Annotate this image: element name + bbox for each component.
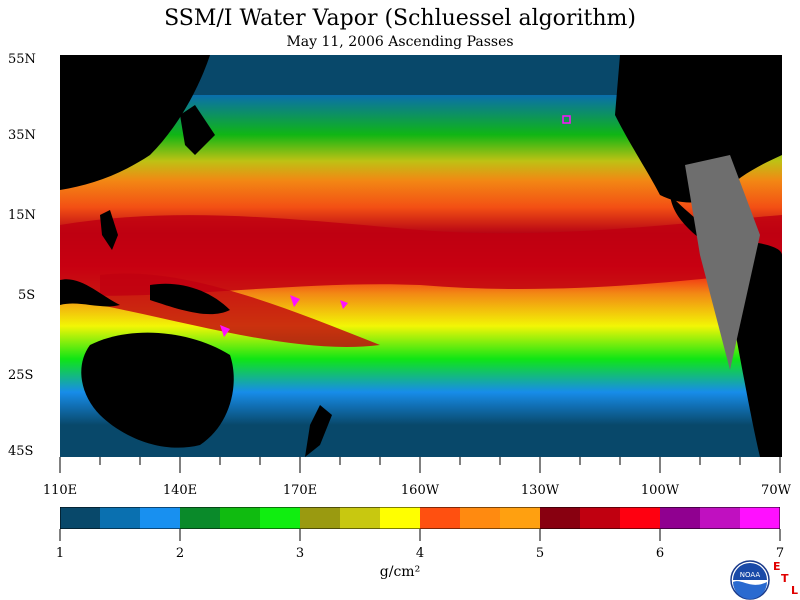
color-swatch bbox=[500, 507, 541, 529]
lon-label-140e: 140E bbox=[162, 483, 198, 498]
color-swatch bbox=[60, 507, 101, 529]
new-guinea-land bbox=[150, 283, 230, 315]
site-marker bbox=[562, 115, 571, 124]
colorbar-tick-6: 6 bbox=[655, 546, 665, 561]
lon-label-100w: 100W bbox=[640, 483, 680, 498]
color-swatch bbox=[180, 507, 221, 529]
japan-land bbox=[180, 105, 215, 155]
missing-data-swath bbox=[685, 155, 760, 370]
map-title: SSM/I Water Vapor (Schluessel algorithm) bbox=[164, 6, 636, 31]
colorbar-units: g/cm² bbox=[379, 564, 421, 580]
etl-letter-e: E bbox=[773, 560, 781, 573]
color-swatch bbox=[100, 507, 141, 529]
color-swatch bbox=[540, 507, 581, 529]
color-swatch bbox=[420, 507, 461, 529]
equatorial-red-band bbox=[60, 215, 782, 296]
color-swatch bbox=[340, 507, 381, 529]
color-swatch bbox=[380, 507, 421, 529]
lon-label-110e: 110E bbox=[42, 483, 78, 498]
new-zealand-land bbox=[305, 405, 332, 457]
lon-tick-marks bbox=[59, 457, 781, 473]
color-swatch bbox=[660, 507, 701, 529]
noaa-logo-text: NOAA bbox=[740, 571, 761, 579]
lon-label-160w: 160W bbox=[400, 483, 440, 498]
colorbar-tick-3: 3 bbox=[295, 546, 305, 561]
lat-label-55n: 55N bbox=[8, 52, 36, 67]
colorbar-tick-7: 7 bbox=[775, 546, 785, 561]
australia-land bbox=[81, 332, 234, 448]
lat-label-15n: 15N bbox=[8, 208, 36, 223]
colorbar-tick-5: 5 bbox=[535, 546, 545, 561]
color-scale-bar bbox=[60, 507, 780, 529]
etl-letter-l: L bbox=[791, 584, 799, 597]
color-swatch bbox=[460, 507, 501, 529]
lat-label-5s: 5S bbox=[18, 288, 36, 303]
color-swatch bbox=[700, 507, 741, 529]
color-swatch bbox=[620, 507, 661, 529]
lat-label-45s: 45S bbox=[8, 444, 34, 459]
noaa-logo-icon: NOAA bbox=[730, 560, 770, 600]
map-subtitle: May 11, 2006 Ascending Passes bbox=[286, 34, 514, 50]
color-swatch bbox=[580, 507, 621, 529]
lon-label-170e: 170E bbox=[282, 483, 318, 498]
colorbar-tick-4: 4 bbox=[415, 546, 425, 561]
asia-land bbox=[60, 55, 210, 190]
philippines-land bbox=[100, 210, 118, 250]
north-america-land bbox=[615, 55, 782, 203]
indonesia-land bbox=[60, 279, 120, 307]
lat-label-35n: 35N bbox=[8, 128, 36, 143]
lon-label-70w: 70W bbox=[761, 483, 791, 498]
color-swatch bbox=[740, 507, 780, 529]
colorbar-tick-1: 1 bbox=[55, 546, 65, 561]
color-swatch bbox=[220, 507, 261, 529]
color-swatch bbox=[300, 507, 341, 529]
colorbar-tick-2: 2 bbox=[175, 546, 185, 561]
etl-letter-t: T bbox=[781, 572, 789, 585]
lat-label-25s: 25S bbox=[8, 368, 34, 383]
lon-label-130w: 130W bbox=[520, 483, 560, 498]
color-swatch bbox=[140, 507, 181, 529]
colorbar-tick-marks bbox=[59, 529, 781, 541]
water-vapor-map bbox=[60, 55, 782, 457]
color-swatch bbox=[260, 507, 301, 529]
